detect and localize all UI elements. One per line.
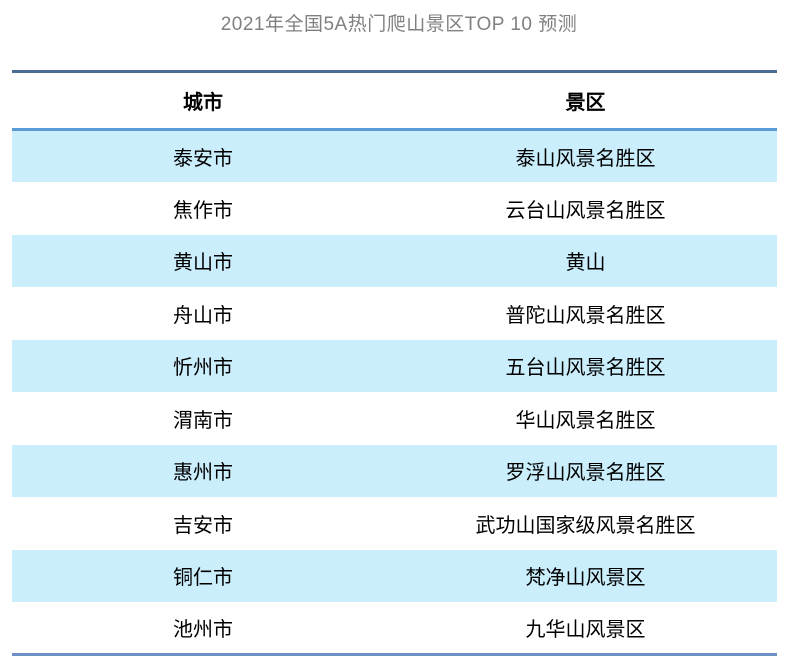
column-header-scenic-area: 景区 <box>394 70 777 131</box>
table-row: 焦作市 云台山风景名胜区 <box>12 182 777 235</box>
table-header: 城市 景区 <box>12 70 777 131</box>
cell-city: 泰安市 <box>12 129 394 182</box>
cell-scenic-area: 云台山风景名胜区 <box>394 182 777 235</box>
column-header-city: 城市 <box>12 70 394 131</box>
table-row: 忻州市 五台山风景名胜区 <box>12 339 777 392</box>
table-row: 渭南市 华山风景名胜区 <box>12 392 777 445</box>
cell-city: 忻州市 <box>12 339 394 392</box>
cell-scenic-area: 九华山风景区 <box>394 602 777 656</box>
cell-scenic-area: 普陀山风景名胜区 <box>394 287 777 340</box>
cell-city: 舟山市 <box>12 287 394 340</box>
table-row: 黄山市 黄山 <box>12 234 777 287</box>
cell-scenic-area: 梵净山风景区 <box>394 549 777 602</box>
table-row: 吉安市 武功山国家级风景名胜区 <box>12 497 777 550</box>
cell-scenic-area: 罗浮山风景名胜区 <box>394 444 777 497</box>
cell-city: 焦作市 <box>12 182 394 235</box>
table-row: 铜仁市 梵净山风景区 <box>12 549 777 602</box>
cell-city: 铜仁市 <box>12 549 394 602</box>
table-container: 城市 景区 泰安市 泰山风景名胜区 焦作市 云台山风景名胜区 黄山市 黄山 <box>12 70 777 656</box>
table-row: 泰安市 泰山风景名胜区 <box>12 129 777 182</box>
table-row: 舟山市 普陀山风景名胜区 <box>12 287 777 340</box>
ranking-table: 城市 景区 泰安市 泰山风景名胜区 焦作市 云台山风景名胜区 黄山市 黄山 <box>12 70 777 656</box>
header-row: 城市 景区 <box>12 70 777 131</box>
cell-city: 惠州市 <box>12 444 394 497</box>
cell-scenic-area: 武功山国家级风景名胜区 <box>394 497 777 550</box>
cell-city: 池州市 <box>12 602 394 656</box>
cell-city: 黄山市 <box>12 234 394 287</box>
page-title: 2021年全国5A热门爬山景区TOP 10 预测 <box>220 14 578 35</box>
cell-city: 渭南市 <box>12 392 394 445</box>
cell-scenic-area: 黄山 <box>394 234 777 287</box>
cell-scenic-area: 泰山风景名胜区 <box>394 129 777 182</box>
table-body: 泰安市 泰山风景名胜区 焦作市 云台山风景名胜区 黄山市 黄山 舟山市 普陀山风… <box>12 129 777 656</box>
table-row: 惠州市 罗浮山风景名胜区 <box>12 444 777 497</box>
cell-city: 吉安市 <box>12 497 394 550</box>
table-row: 池州市 九华山风景区 <box>12 602 777 656</box>
cell-scenic-area: 五台山风景名胜区 <box>394 339 777 392</box>
cell-scenic-area: 华山风景名胜区 <box>394 392 777 445</box>
